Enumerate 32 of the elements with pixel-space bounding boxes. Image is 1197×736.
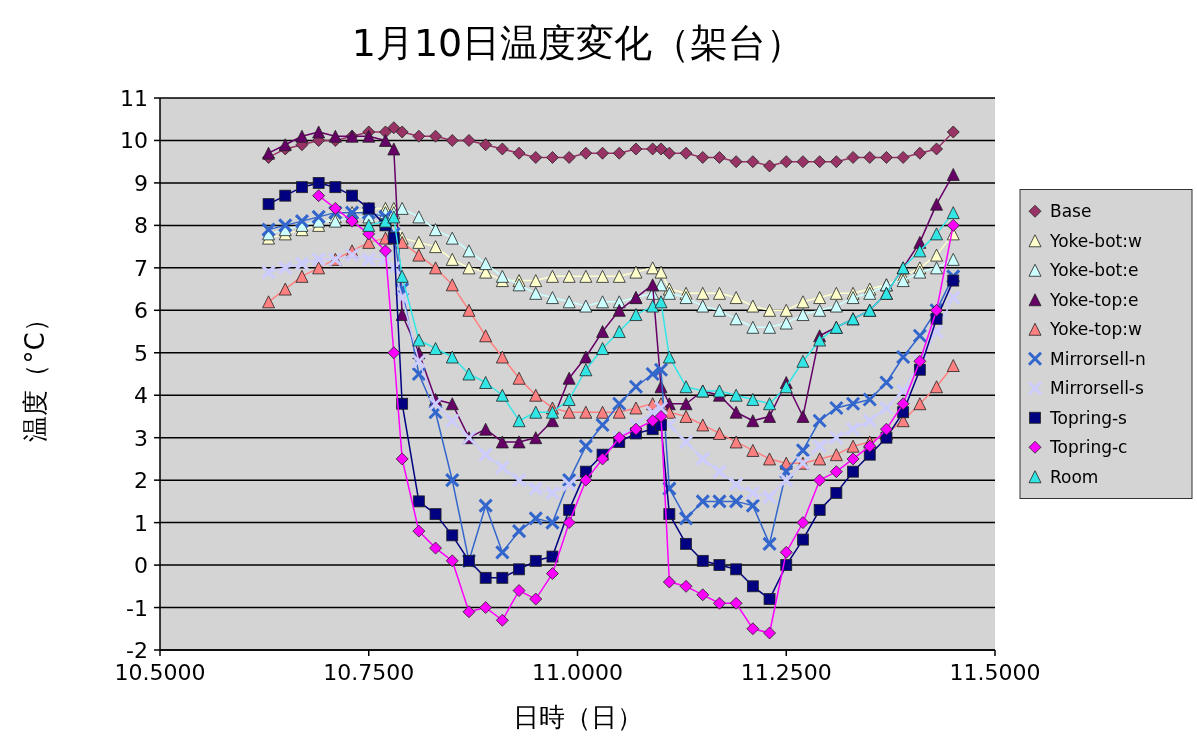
- y-tick-label: 8: [134, 213, 148, 239]
- legend-label: Base: [1050, 201, 1092, 222]
- y-tick-label: 0: [134, 553, 148, 579]
- y-tick-label: 2: [134, 468, 148, 494]
- y-tick-label: 4: [134, 383, 148, 409]
- y-tick-label: -1: [126, 595, 148, 621]
- legend-label: Mirrorsell-n: [1050, 348, 1146, 369]
- legend-label: Yoke-bot:w: [1049, 230, 1142, 251]
- x-tick-label: 10.5000: [114, 660, 206, 685]
- legend-label: Topring-c: [1049, 437, 1128, 458]
- y-tick-label: 9: [134, 170, 148, 196]
- x-tick-label: 11.2500: [740, 660, 832, 685]
- y-tick-label: 3: [134, 425, 148, 451]
- legend-label: Mirrorsell-s: [1050, 378, 1144, 399]
- y-tick-label: 1: [134, 510, 148, 536]
- legend-label: Yoke-bot:e: [1049, 260, 1139, 281]
- y-tick-label: 10: [120, 128, 148, 154]
- y-tick-label: 6: [134, 298, 148, 324]
- legend-label: Yoke-top:w: [1049, 319, 1142, 340]
- y-axis-title: 温度（°C）: [20, 306, 50, 442]
- y-tick-label: -2: [126, 638, 148, 663]
- legend-label: Room: [1050, 466, 1099, 487]
- y-tick-label: 11: [120, 86, 148, 111]
- x-tick-label: 11.5000: [949, 660, 1041, 685]
- x-tick-label: 10.7500: [323, 660, 415, 685]
- x-axis-title: 日時（日）: [513, 702, 643, 732]
- legend-label: Yoke-top:e: [1049, 289, 1139, 310]
- legend-label: Topring-s: [1049, 407, 1128, 428]
- x-tick-label: 11.0000: [532, 660, 623, 685]
- chart-title: 1月10日温度変化（架台）: [351, 21, 805, 65]
- y-tick-label: 7: [134, 255, 148, 281]
- y-tick-label: 5: [134, 340, 148, 366]
